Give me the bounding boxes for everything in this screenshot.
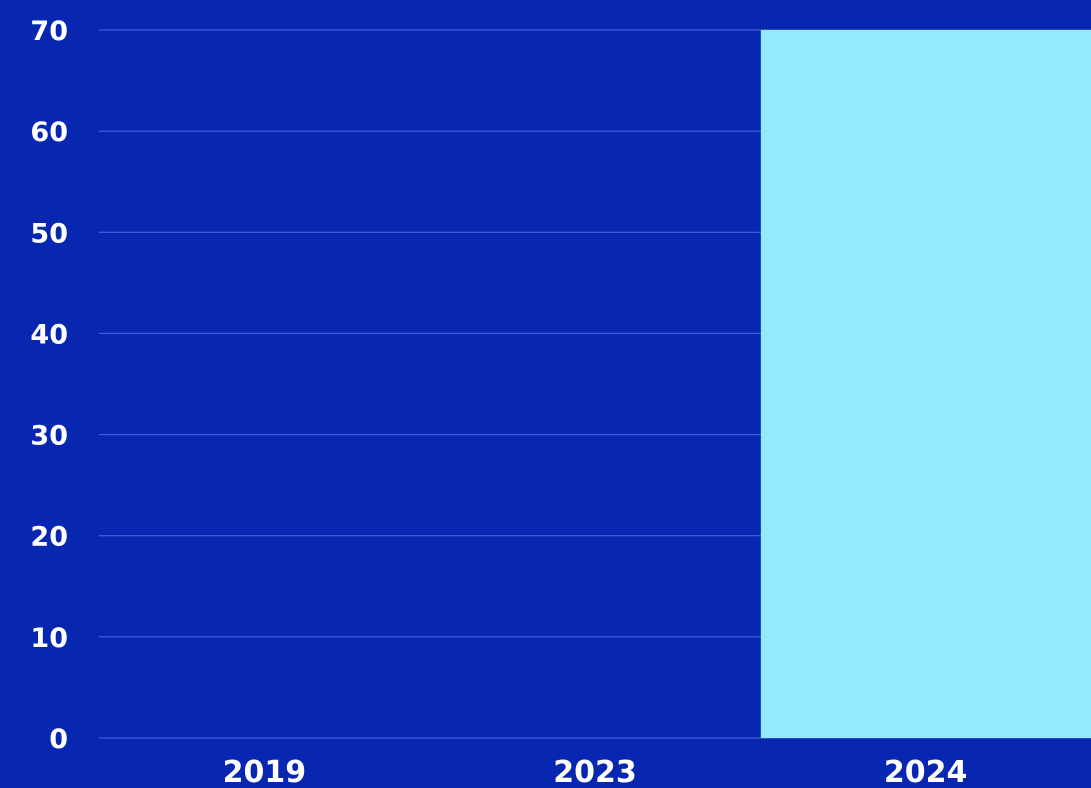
y-tick-label: 0: [49, 724, 68, 755]
y-tick-label: 10: [30, 623, 68, 654]
x-category-label: 2023: [553, 755, 637, 788]
x-axis-labels: 2019 2023 2024: [223, 755, 968, 788]
x-category-label: 2019: [223, 755, 307, 788]
y-tick-label: 20: [30, 522, 68, 553]
y-tick-label: 30: [30, 421, 68, 452]
y-axis-ticks: 0 10 20 30 40 50 60 70: [30, 16, 68, 755]
x-category-label: 2024: [884, 755, 968, 788]
y-tick-label: 60: [30, 117, 68, 148]
bars: [760, 30, 1091, 738]
bar-2024: [760, 30, 1091, 738]
y-tick-label: 70: [30, 16, 68, 47]
y-tick-label: 50: [30, 218, 68, 249]
y-tick-label: 40: [30, 319, 68, 350]
